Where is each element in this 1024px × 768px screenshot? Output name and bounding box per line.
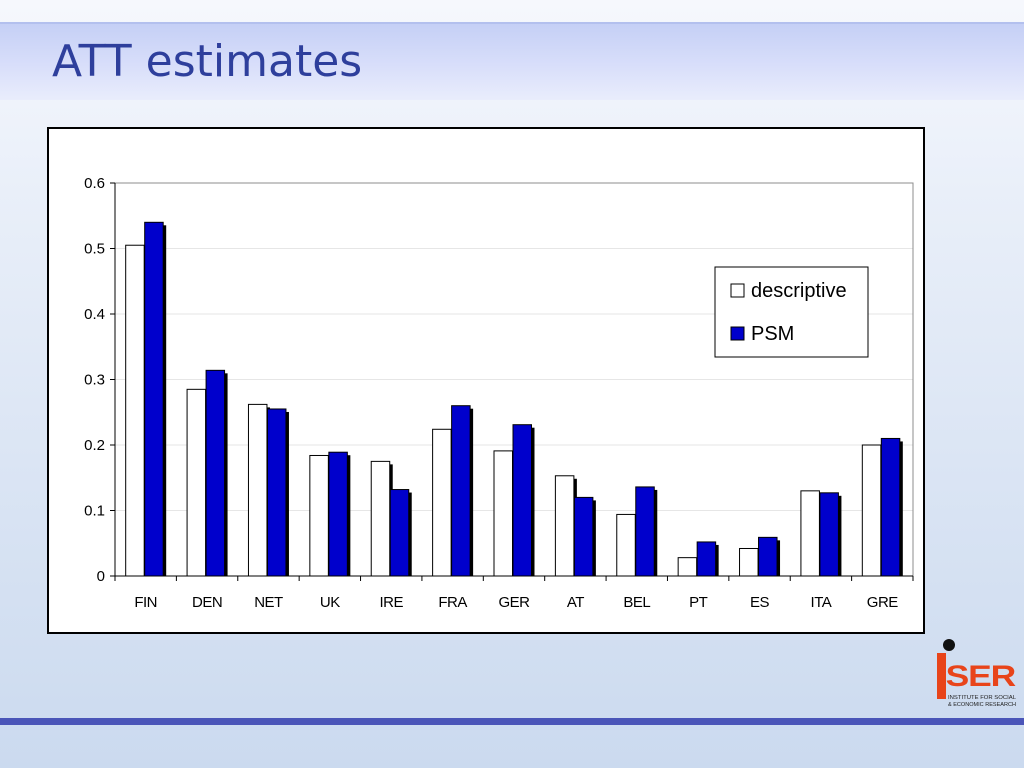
- bar-descriptive: [125, 244, 145, 577]
- bar-chart: 0 0.1 0.2 0.3 0.4 0.5 0.6 FIN DEN NET UK IRE FRA GER…: [84, 175, 914, 611]
- legend-label-descriptive: descriptive: [751, 280, 847, 302]
- x-tick-label: BEL: [623, 594, 650, 611]
- x-tick-label: IRE: [379, 594, 403, 611]
- x-tick-label: AT: [567, 594, 584, 611]
- bar-psm: [696, 541, 717, 577]
- bar-psm: [819, 492, 839, 577]
- x-tick-label: GER: [498, 594, 530, 611]
- y-tick-label: 0: [97, 568, 105, 585]
- legend-swatch-psm: [730, 326, 745, 341]
- axes: [110, 182, 914, 581]
- legend: descriptive PSM: [714, 266, 869, 358]
- x-tick-label: PT: [689, 594, 708, 611]
- bar-descriptive: [554, 475, 575, 577]
- bottom-accent-rule: [0, 718, 1024, 725]
- title-band-top-line: [0, 22, 1024, 24]
- bar-descriptive: [247, 403, 268, 577]
- bar-descriptive: [800, 490, 820, 577]
- bar-psm: [880, 437, 901, 577]
- bar-psm: [389, 489, 410, 577]
- logo-stem-icon: [937, 653, 946, 699]
- x-tick-label: DEN: [192, 594, 222, 611]
- logo-dot-icon: [943, 639, 955, 651]
- legend-box: [714, 266, 869, 358]
- bar-descriptive: [739, 547, 759, 577]
- chart-frame: 0 0.1 0.2 0.3 0.4 0.5 0.6 FIN DEN NET UK IRE FRA GER…: [47, 127, 925, 634]
- logo-wordmark: iSER: [937, 660, 1017, 693]
- y-tick-label: 0.5: [84, 241, 105, 258]
- y-tick-label: 0.4: [84, 306, 105, 323]
- x-tick-label: UK: [320, 594, 340, 611]
- x-tick-label: FIN: [134, 594, 157, 611]
- x-tick-label: ITA: [811, 594, 832, 611]
- y-tick-label: 0.3: [84, 372, 105, 389]
- x-tick-label: ES: [750, 594, 770, 611]
- slide-title: ATT estimates: [52, 36, 363, 87]
- bar-psm: [205, 369, 226, 577]
- bar-psm: [635, 486, 655, 577]
- y-tick-label: 0.1: [84, 503, 105, 520]
- bar-psm: [512, 424, 532, 577]
- bar-psm: [573, 496, 594, 577]
- y-tick-label: 0.2: [84, 437, 105, 454]
- bar-psm: [144, 221, 164, 577]
- x-tick-label: GRE: [867, 594, 899, 611]
- bars: [125, 221, 903, 577]
- bar-descriptive: [861, 444, 882, 577]
- bar-descriptive: [493, 450, 513, 577]
- bar-descriptive: [186, 388, 207, 577]
- y-tick-labels: 0 0.1 0.2 0.3 0.4 0.5 0.6: [84, 175, 105, 585]
- x-tick-label: FRA: [438, 594, 467, 611]
- x-tick-labels: FIN DEN NET UK IRE FRA GER AT BEL PT ES ITA GRE: [134, 594, 898, 611]
- legend-swatch-descriptive: [730, 283, 745, 298]
- bar-descriptive: [432, 428, 452, 577]
- x-tick-label: NET: [254, 594, 283, 611]
- bar-psm: [266, 408, 287, 577]
- bar-descriptive: [370, 460, 391, 577]
- bar-psm: [451, 405, 471, 577]
- bar-descriptive: [616, 513, 636, 577]
- title-band: [0, 22, 1024, 100]
- bar-descriptive: [677, 557, 698, 577]
- bar-descriptive: [309, 454, 329, 577]
- bar-psm: [758, 536, 778, 577]
- legend-label-psm: PSM: [751, 323, 794, 345]
- bar-psm: [328, 451, 348, 577]
- y-tick-label: 0.6: [84, 175, 105, 192]
- logo-subtitle-2: & ECONOMIC RESEARCH: [948, 702, 1016, 708]
- iser-logo: iSER INSTITUTE FOR SOCIAL & ECONOMIC RES…: [937, 639, 1018, 708]
- logo-subtitle-1: INSTITUTE FOR SOCIAL: [948, 695, 1016, 701]
